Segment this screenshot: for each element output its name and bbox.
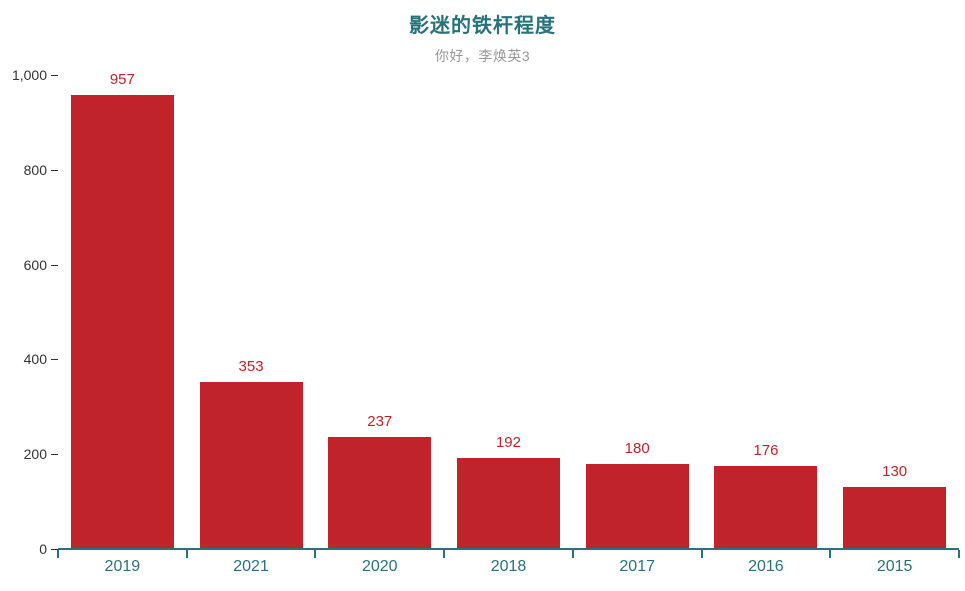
y-axis-tick-label: 600: [23, 256, 47, 273]
bar-value-label: 176: [753, 441, 779, 459]
x-axis-tick-mark: [700, 550, 703, 558]
bar-2019[interactable]: [70, 95, 174, 549]
x-axis-tick-mark: [57, 550, 59, 558]
x-axis-tick-label: 2018: [490, 558, 527, 575]
x-axis-tick-label: 2016: [748, 558, 784, 575]
y-axis-tick-mark: [51, 549, 58, 550]
bar-2021[interactable]: [199, 381, 303, 549]
y-axis-tick-label: 400: [23, 351, 47, 368]
x-axis-tick-label: 2020: [361, 558, 398, 575]
y-axis-tick-label: 800: [23, 161, 47, 178]
y-axis-tick-mark: [51, 359, 58, 360]
y-axis-tick-label: 0: [39, 541, 47, 557]
chart-title: 影迷的铁杆程度: [409, 15, 556, 37]
bar-2017[interactable]: [585, 463, 689, 549]
x-axis-tick-label: 2017: [619, 558, 655, 575]
y-axis-tick-label: 1,000: [11, 67, 47, 83]
bar-value-label: 353: [238, 357, 264, 375]
x-axis-tick-mark: [829, 550, 832, 558]
bar-value-label: 130: [882, 463, 908, 481]
bar-value-label: 180: [624, 439, 650, 457]
y-axis-tick-mark: [51, 265, 58, 266]
x-axis-tick-mark: [958, 550, 960, 558]
x-axis-tick-label: 2021: [233, 558, 269, 575]
bar-value-label: 192: [495, 433, 521, 451]
chart-subtitle: 你好，李焕英3: [434, 48, 531, 64]
y-axis-tick-mark: [51, 454, 58, 455]
x-axis-tick-label: 2019: [104, 558, 141, 575]
bar-value-label: 237: [367, 412, 393, 430]
bar-2018[interactable]: [457, 457, 560, 549]
bar-2015[interactable]: [843, 487, 947, 549]
bar-2016[interactable]: [714, 465, 818, 549]
x-axis-tick-label: 2015: [876, 558, 913, 575]
x-axis-tick-mark: [314, 550, 317, 558]
y-axis-tick-mark: [51, 170, 58, 171]
bar-value-label: 957: [109, 71, 135, 89]
x-axis-tick-mark: [443, 550, 446, 558]
x-axis-tick-mark: [571, 550, 574, 558]
x-axis-tick-mark: [185, 550, 188, 558]
bar-2020[interactable]: [328, 436, 432, 549]
y-axis-tick-label: 200: [23, 446, 47, 463]
y-axis-tick-mark: [51, 75, 58, 76]
x-axis-line: [58, 548, 959, 550]
